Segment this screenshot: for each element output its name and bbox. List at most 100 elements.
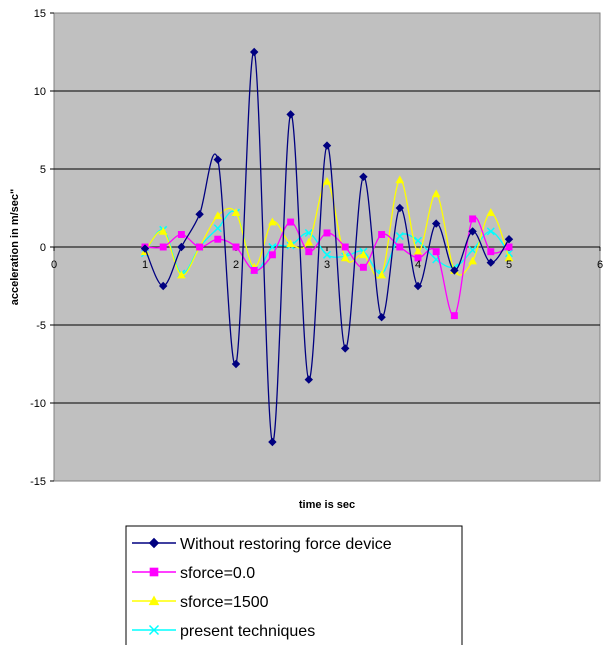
y-tick-label: -15 [30,476,46,488]
marker-stroke [148,624,160,636]
data-point [177,242,186,252]
legend: Without restoring force device sforce=0.0… [125,525,463,645]
data-point [268,217,277,226]
marker-stroke [468,246,477,255]
marker-stroke [268,242,277,252]
marker-stroke [486,227,495,236]
y-tick-label: -5 [36,320,46,332]
data-point [214,235,222,243]
data-point [432,248,440,256]
marker-stroke [304,228,313,237]
marker-stroke [395,232,404,241]
data-point [322,141,332,150]
data-point [250,266,258,274]
data-point [286,239,295,248]
data-point [486,227,495,236]
tick-labels: -15 -10 -5 0 5 10 15 0 1 2 3 4 5 6 [30,8,603,488]
x-tick-label: 1 [142,259,148,271]
data-point [413,236,423,245]
y-tick-label: 10 [34,86,46,98]
marker-stroke [213,224,222,233]
data-point [377,270,386,279]
y-tick-label: 15 [34,8,46,20]
legend-label: Without restoring force device [180,536,392,553]
legend-box [125,525,463,645]
x-tick-label: 3 [324,259,330,271]
x-tick-label: 2 [233,259,239,271]
marker-stroke [413,236,423,245]
data-point [359,263,367,271]
y-tick-label: -10 [30,398,46,410]
data-point [359,250,368,259]
data-point [340,344,350,353]
data-point [450,266,459,275]
data-point [395,232,404,241]
data-point [287,218,295,226]
data-point [378,231,386,238]
x-tick-label: 4 [415,259,421,271]
legend-marker [148,624,160,636]
x-tick-label: 6 [597,259,603,271]
data-point [322,250,332,259]
legend-item-3: sforce=1500 [132,594,269,611]
data-point [377,312,386,322]
data-point [268,251,276,259]
data-point [268,437,277,447]
legend-item-2: sforce=0.0 [132,565,255,582]
x-tick-label: 0 [51,259,57,271]
data-point [486,208,496,216]
data-point [195,210,204,219]
data-point [505,243,513,251]
marker-stroke [504,249,514,258]
data-point [213,155,223,164]
y-tick-label: 0 [40,242,46,254]
data-point [268,242,277,252]
x-axis-title: time is sec [299,499,355,511]
data-point [196,243,204,251]
legend-label: sforce=0.0 [180,565,255,582]
data-point [286,110,295,119]
series-2 [141,215,513,320]
x-tick-label: 5 [506,259,512,271]
data-point [158,281,168,291]
legend-marker [148,595,160,606]
data-point [231,208,241,216]
data-point [414,254,422,262]
data-point [431,219,441,228]
legend-marker [149,567,159,577]
data-point [413,281,423,291]
data-point [323,229,331,237]
data-point [469,215,477,223]
data-point [140,244,150,253]
data-point [340,253,350,262]
legend-label: sforce=1500 [180,594,269,611]
data-point [213,224,222,233]
marker-stroke [322,250,332,259]
data-point [177,270,186,279]
data-point [304,237,314,246]
series-1 [140,47,514,447]
data-point [322,176,332,185]
data-point [468,256,477,265]
legend-item-4: present techniques [132,623,315,640]
data-point [468,227,477,236]
data-point [486,258,496,267]
data-point [431,189,441,198]
data-point [396,243,404,251]
data-point [395,203,405,213]
y-tick-label: 5 [40,164,46,176]
data-point [305,248,313,256]
legend-label: present techniques [180,623,315,640]
data-point [395,175,405,184]
legend-item-1: Without restoring force device [132,536,392,553]
data-point [487,248,495,256]
data-point [450,312,458,320]
data-point [177,231,185,238]
data-point [158,226,168,235]
data-point [504,234,514,244]
y-axis-title: acceleration in m/sec" [9,189,21,306]
data-point [232,243,240,251]
data-point [213,211,223,220]
data-point [304,375,314,384]
